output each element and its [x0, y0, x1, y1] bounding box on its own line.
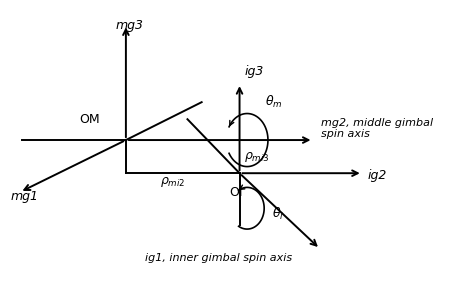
- Text: $\theta_i$: $\theta_i$: [271, 206, 283, 222]
- Text: $\rho_{mi3}$: $\rho_{mi3}$: [244, 150, 269, 164]
- Text: mg2, middle gimbal
spin axis: mg2, middle gimbal spin axis: [320, 118, 432, 140]
- Text: ig2: ig2: [367, 169, 386, 182]
- Text: OI: OI: [228, 186, 242, 199]
- Text: mg3: mg3: [116, 19, 143, 32]
- Text: OM: OM: [80, 113, 100, 126]
- Text: ig3: ig3: [244, 65, 263, 78]
- Text: ig1, inner gimbal spin axis: ig1, inner gimbal spin axis: [145, 253, 292, 263]
- Text: mg1: mg1: [10, 190, 38, 203]
- Text: $\theta_m$: $\theta_m$: [264, 94, 282, 110]
- Text: $\rho_{mi2}$: $\rho_{mi2}$: [160, 175, 186, 189]
